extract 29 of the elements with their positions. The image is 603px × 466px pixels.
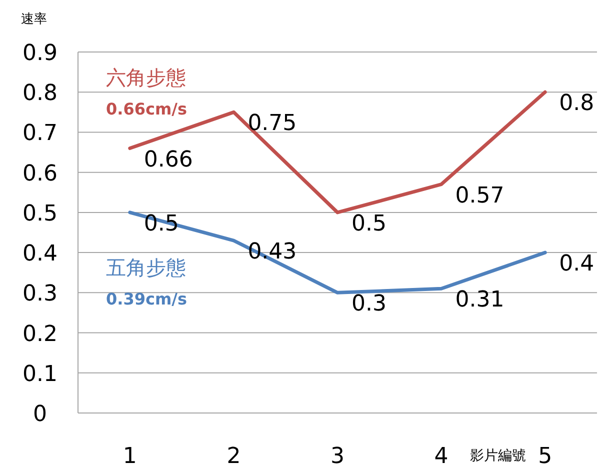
y-tick-label: 0.9 (22, 41, 58, 66)
y-tick-label: 0.4 (22, 242, 58, 267)
x-tick-label: 4 (434, 444, 448, 466)
y-tick-label: 0.2 (22, 322, 58, 347)
y-tick-label: 0.6 (22, 161, 58, 186)
series-label: 六角步態 (106, 65, 186, 90)
x-tick-label: 3 (330, 444, 344, 466)
y-tick-label: 0 (33, 402, 47, 427)
data-label: 0.31 (455, 288, 504, 313)
y-tick-label: 0.3 (22, 282, 58, 307)
y-axis-title: 速率 (21, 11, 47, 27)
data-label: 0.57 (455, 183, 504, 208)
x-tick-label: 1 (122, 444, 137, 466)
x-axis-title: 影片編號 (470, 448, 526, 464)
y-tick-label: 0.5 (22, 201, 58, 226)
annotation: 0.39cm/s (106, 289, 187, 308)
series-label: 五角步態 (106, 255, 186, 280)
y-tick-label: 0.7 (22, 121, 58, 146)
data-label: 0.75 (248, 111, 297, 136)
data-label: 0.8 (559, 91, 594, 116)
y-tick-label: 0.8 (22, 81, 58, 106)
y-tick-label: 0.1 (22, 362, 58, 387)
annotation: 0.66cm/s (106, 99, 187, 118)
data-label: 0.5 (352, 211, 386, 236)
x-tick-label: 5 (538, 444, 552, 466)
data-label: 0.66 (144, 147, 193, 172)
data-label: 0.4 (559, 252, 594, 277)
data-label: 0.3 (352, 292, 386, 317)
x-tick-label: 2 (226, 444, 241, 466)
